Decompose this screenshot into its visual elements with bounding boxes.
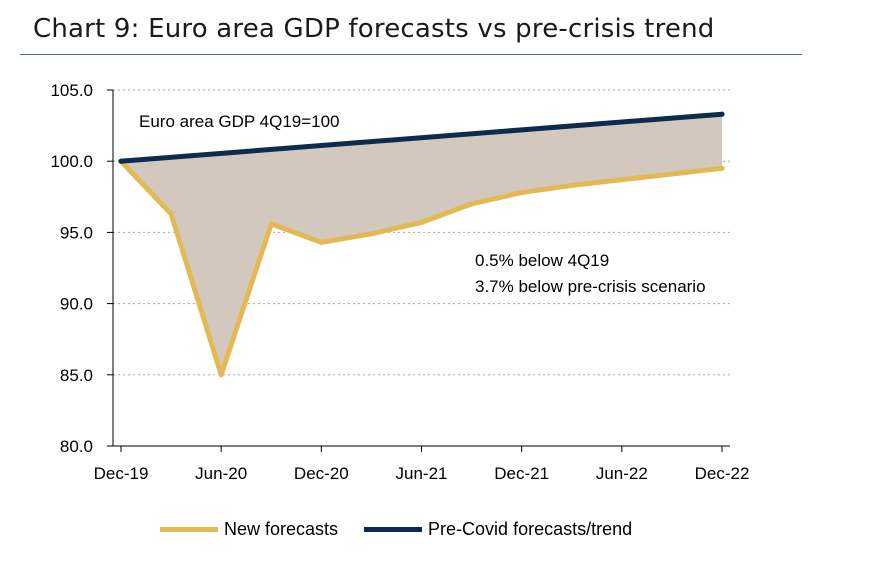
data-point (519, 190, 525, 195)
x-tick-label: Jun-20 (195, 464, 247, 483)
data-point (469, 201, 475, 207)
series-line-1 (118, 111, 725, 164)
legend-swatch-pre-covid (364, 527, 423, 532)
annotation-below-trend: 3.7% below pre-crisis scenario (475, 277, 706, 296)
legend-label-pre-covid: Pre-Covid forecasts/trend (428, 519, 633, 539)
legend-item-pre-covid: Pre-Covid forecasts/trend (364, 519, 632, 540)
data-point (419, 219, 424, 225)
series-lines (118, 111, 725, 378)
x-tick-label: Dec-20 (294, 464, 349, 483)
data-point (719, 165, 725, 171)
data-point (569, 182, 575, 188)
y-tick-label: 80.0 (60, 437, 93, 456)
data-point (719, 111, 725, 117)
x-tick-label: Dec-21 (494, 464, 549, 483)
data-point (168, 211, 174, 217)
title-divider (20, 54, 802, 55)
data-point (368, 231, 374, 237)
y-tick-label: 95.0 (60, 223, 93, 242)
x-tick-label: Dec-22 (695, 464, 750, 483)
data-point (268, 221, 274, 227)
data-point (318, 239, 324, 245)
y-tick-label: 85.0 (60, 366, 93, 385)
data-point (619, 177, 625, 183)
y-tick-label: 100.0 (50, 152, 93, 171)
axes (107, 89, 730, 452)
data-point (118, 158, 124, 164)
annotation-base: Euro area GDP 4Q19=100 (139, 112, 340, 131)
x-tick-label: Jun-22 (596, 464, 648, 483)
y-tick-label: 90.0 (60, 295, 93, 314)
y-axis-tick-labels: 80.0 85.0 90.0 95.0 100.0 105.0 (50, 81, 93, 456)
annotation-below-4q19: 0.5% below 4Q19 (475, 251, 609, 270)
x-tick-label: Jun-21 (396, 464, 448, 483)
x-axis-tick-labels: Dec-19 Jun-20 Dec-20 Jun-21 Dec-21 Jun-22 Dec-… (94, 464, 750, 483)
gap-shading (121, 114, 722, 375)
legend-item-new-forecasts: New forecasts (160, 519, 338, 540)
legend-swatch-new-forecasts (160, 527, 218, 532)
chart-title: Chart 9: Euro area GDP forecasts vs pre-… (33, 14, 715, 44)
legend-label-new-forecasts: New forecasts (224, 519, 339, 539)
data-point (218, 372, 224, 378)
legend: New forecasts Pre-Covid forecasts/trend (160, 519, 632, 540)
x-tick-label: Dec-19 (94, 464, 149, 483)
y-tick-label: 105.0 (50, 81, 93, 100)
data-point (669, 171, 675, 177)
